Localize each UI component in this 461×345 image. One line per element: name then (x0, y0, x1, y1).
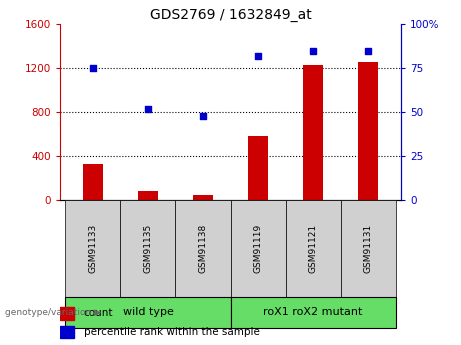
FancyBboxPatch shape (65, 297, 230, 328)
Bar (359, 61, 378, 200)
Bar (60, 326, 74, 338)
Point (199, 113, 207, 118)
FancyBboxPatch shape (285, 200, 341, 297)
FancyBboxPatch shape (176, 200, 230, 297)
Point (309, 48, 317, 53)
Point (144, 106, 152, 111)
Text: GSM91121: GSM91121 (308, 224, 318, 273)
Text: GSM91131: GSM91131 (364, 224, 372, 273)
Bar (138, 191, 158, 200)
Title: GDS2769 / 1632849_at: GDS2769 / 1632849_at (150, 8, 311, 22)
Point (89, 66, 97, 71)
Point (364, 48, 372, 53)
Text: count: count (84, 308, 113, 318)
FancyBboxPatch shape (341, 200, 396, 297)
Text: percentile rank within the sample: percentile rank within the sample (84, 327, 260, 337)
Text: GSM91133: GSM91133 (89, 224, 97, 273)
Bar (193, 195, 213, 200)
Bar (60, 307, 74, 319)
Point (254, 53, 262, 59)
Bar (248, 136, 268, 200)
Text: GSM91135: GSM91135 (143, 224, 153, 273)
Text: GSM91138: GSM91138 (199, 224, 207, 273)
Text: roX1 roX2 mutant: roX1 roX2 mutant (263, 307, 363, 317)
Bar (303, 65, 323, 200)
Text: genotype/variation ▶: genotype/variation ▶ (5, 308, 100, 317)
FancyBboxPatch shape (120, 200, 176, 297)
Bar (83, 164, 103, 200)
Text: wild type: wild type (123, 307, 173, 317)
FancyBboxPatch shape (230, 200, 285, 297)
FancyBboxPatch shape (230, 297, 396, 328)
Text: GSM91119: GSM91119 (254, 224, 262, 273)
FancyBboxPatch shape (65, 200, 120, 297)
